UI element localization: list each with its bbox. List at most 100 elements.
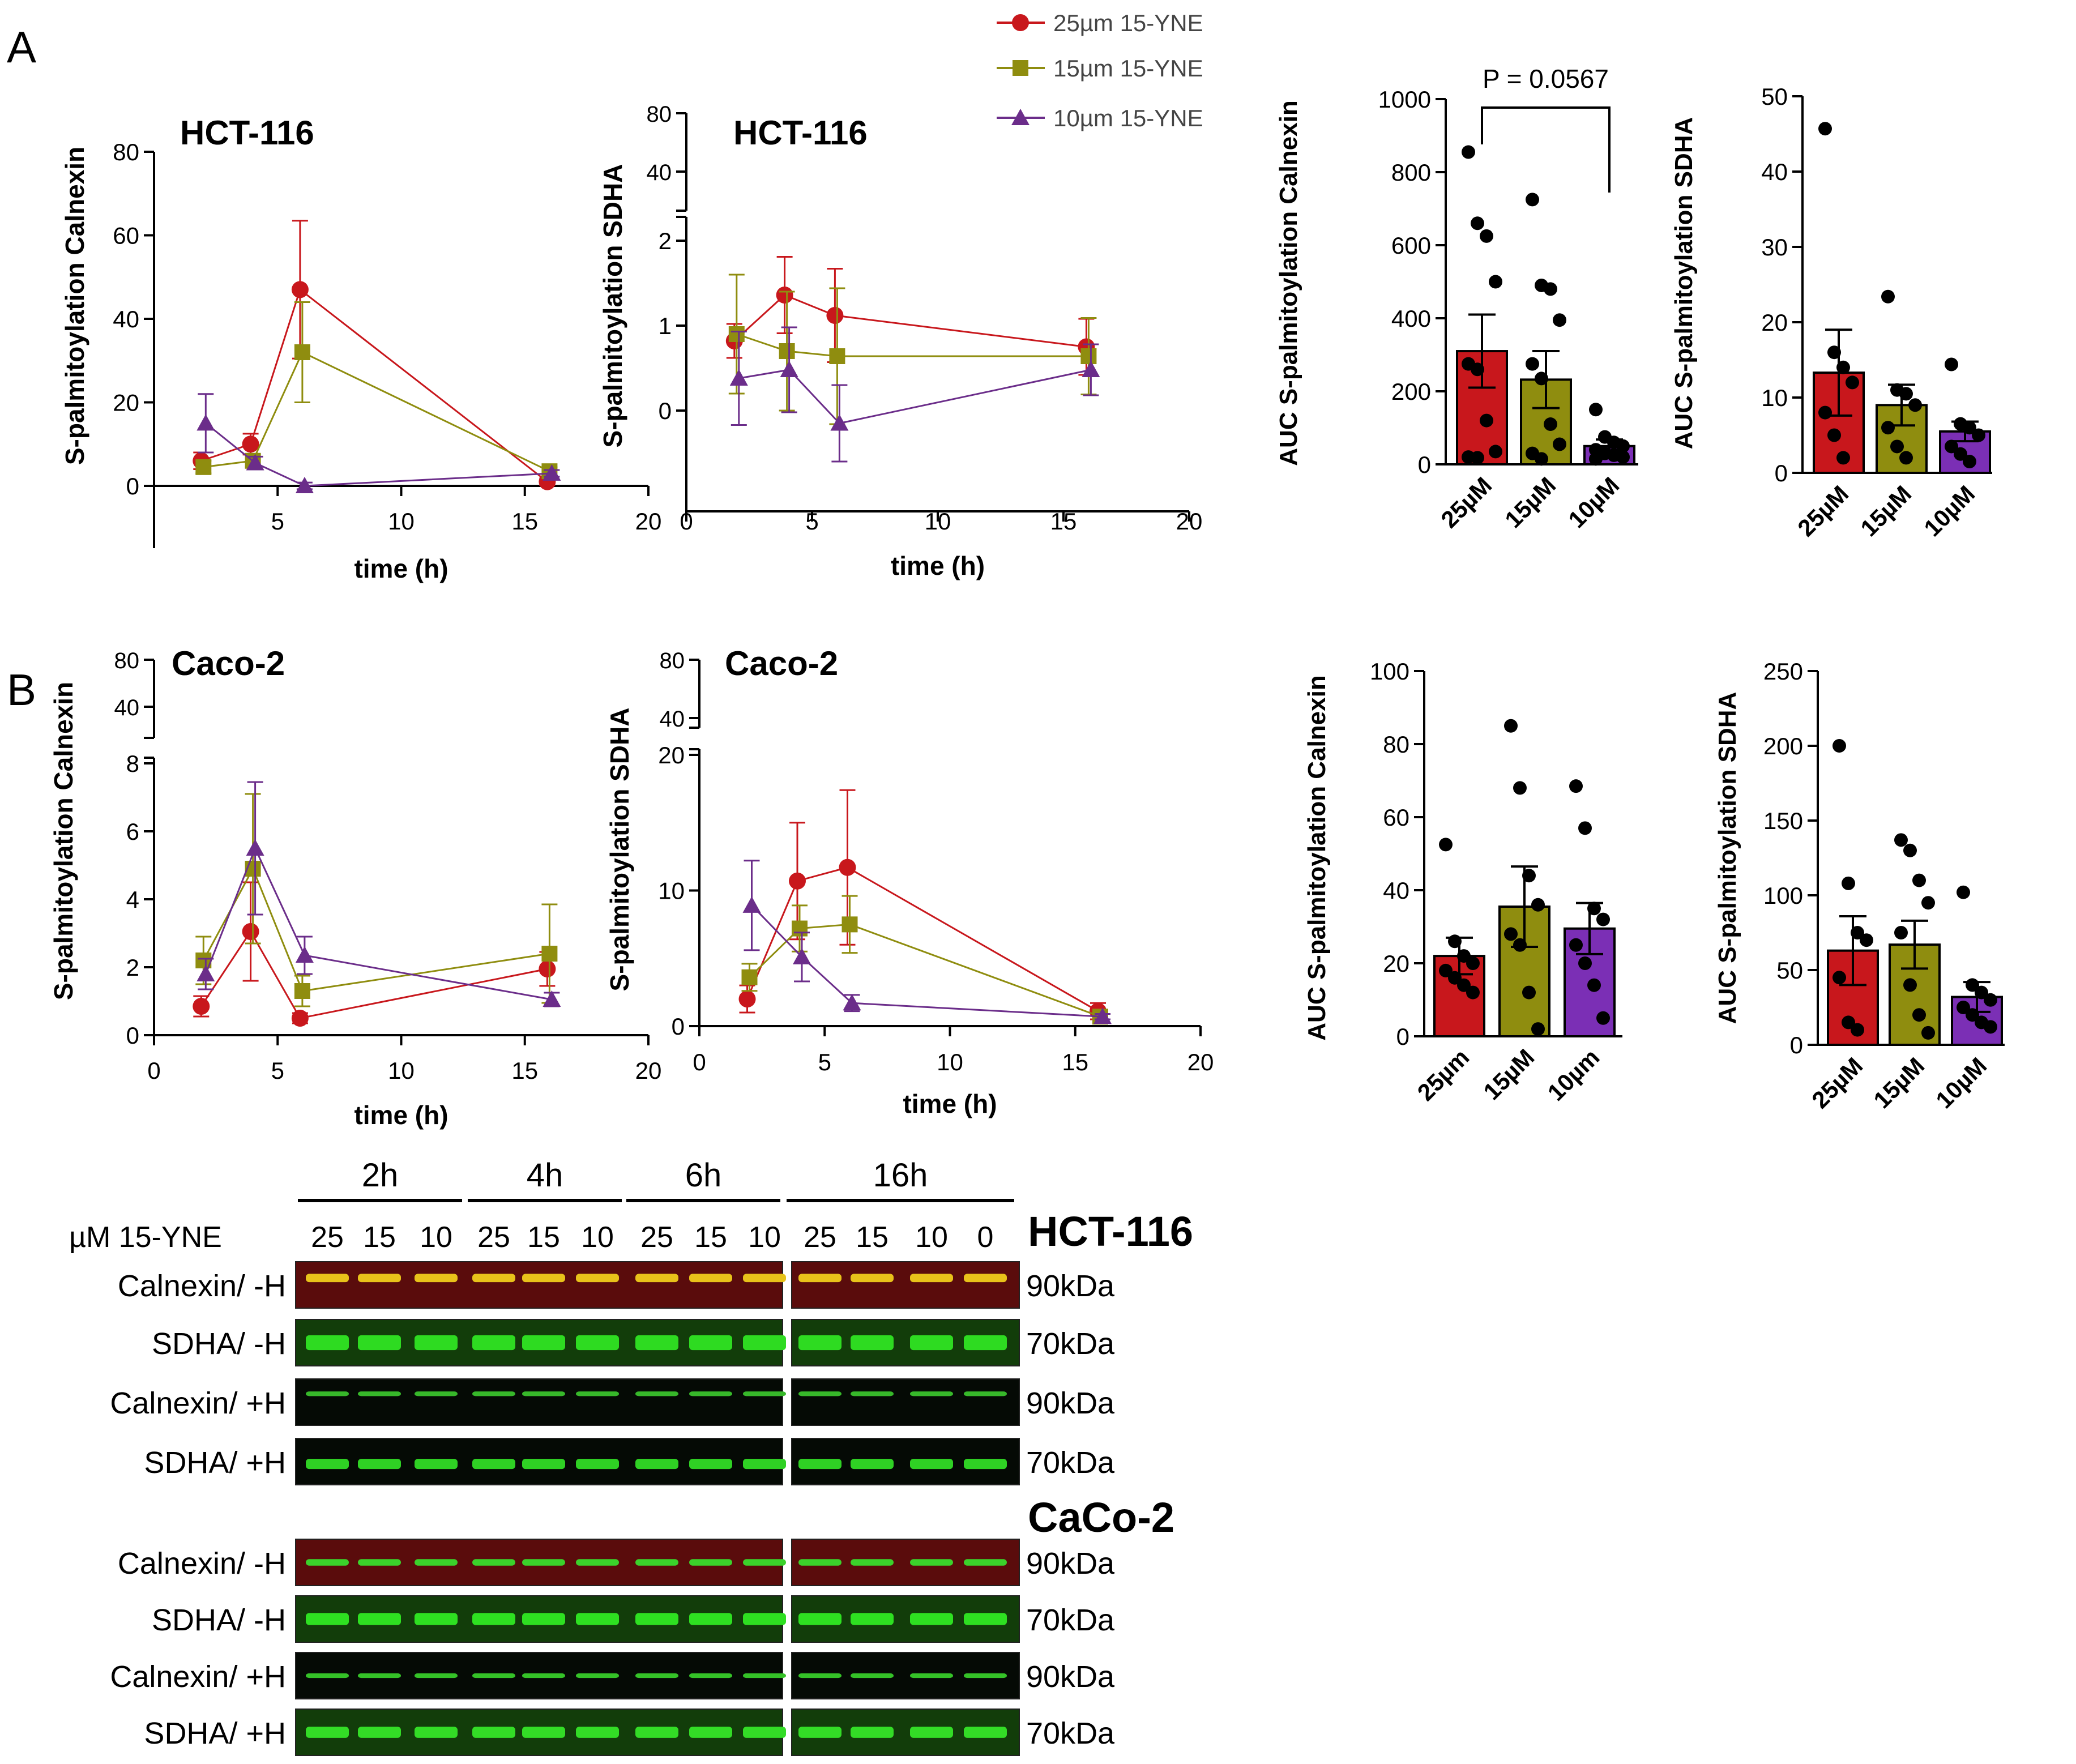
blot-band <box>358 1391 401 1396</box>
lane-label: 10 <box>581 1221 614 1254</box>
chart-b-bar-sdha: 0 50 100 150 200 250 AUC S-palmitoylation SDHA… <box>1714 658 2005 1113</box>
blot-kda-label: 70kDa <box>1026 1603 1115 1637</box>
scatter-point <box>1984 1020 1997 1034</box>
data-point <box>729 369 748 386</box>
lane-label: 15 <box>363 1221 396 1254</box>
blot-band <box>689 1274 732 1283</box>
blot-band <box>635 1274 678 1283</box>
chart-a-line-calnexin: 5 10 15 20 0 20 40 60 80 HCT-116 time (h) S-palmito… <box>60 114 661 583</box>
chart-b-line-sdha: 40 80 0 5 10 15 20 0 10 20 Caco-2 time (h) S-palmito… <box>605 644 1214 1118</box>
y-axis-label: AUC S-palmitoylation SDHA <box>1670 117 1698 450</box>
y-tick-label: 0 <box>659 398 672 424</box>
blot-strip <box>295 1261 783 1309</box>
blot-band <box>358 1335 401 1351</box>
x-tick-label: 25µM <box>1806 1052 1868 1113</box>
scatter-point <box>1466 956 1480 970</box>
scatter-point <box>1836 451 1850 465</box>
scatter-point <box>1466 985 1480 1000</box>
blot-kda-label: 90kDa <box>1026 1547 1115 1581</box>
scatter-point <box>1457 978 1471 992</box>
x-axis-label: time (h) <box>354 554 448 583</box>
blot-band <box>910 1391 953 1396</box>
y-tick-label: 200 <box>1763 733 1803 759</box>
blot-row-label: SDHA/ +H <box>144 1716 286 1750</box>
scatter-point <box>1448 971 1462 985</box>
scatter-point <box>1616 439 1630 453</box>
y-tick-label: 30 <box>1761 234 1788 260</box>
chart-b-line-calnexin: 40 80 0 5 10 15 20 0 2 4 6 8 Caco-2 time (h) S-palmito… <box>49 644 661 1130</box>
scatter-point <box>1531 898 1545 912</box>
scatter-point <box>1587 902 1601 916</box>
y-tick-label: 40 <box>1761 159 1788 185</box>
blot-band <box>576 1727 619 1738</box>
blot-band <box>472 1459 515 1470</box>
scatter-point <box>1471 216 1484 230</box>
scatter-point <box>1945 439 1958 454</box>
data-point <box>1082 361 1100 377</box>
legend-label: 15µm 15-YNE <box>1053 55 1203 82</box>
y-tick-label: 100 <box>1763 882 1803 909</box>
scatter-point <box>1818 405 1832 420</box>
blot-band <box>964 1673 1007 1678</box>
data-point <box>830 414 849 431</box>
blot-band <box>306 1335 349 1351</box>
chart-b-bar-calnexin: 0 20 40 60 80 100 AUC S-palmitoylation Calnexi… <box>1303 658 1622 1106</box>
significance-bracket <box>1481 106 1611 193</box>
scatter-point <box>1899 451 1913 465</box>
cell-line-label-hct116: HCT-116 <box>1028 1208 1193 1255</box>
y-tick-label: 50 <box>1761 83 1788 110</box>
scatter-point <box>1881 289 1895 304</box>
western-blot: 2h 4h 6h 16h µM 15-YNE 25 15 10 25 15 10 25 15 10 25 15… <box>69 1157 1193 1756</box>
blot-band <box>472 1613 515 1625</box>
blot-kda-label: 70kDa <box>1026 1716 1115 1750</box>
lane-label: 25 <box>477 1221 510 1254</box>
blot-band <box>689 1459 732 1470</box>
scatter-point <box>1903 978 1917 992</box>
blot-band <box>851 1391 894 1396</box>
x-tick-label: 5 <box>271 508 284 535</box>
scatter-point <box>1972 428 1985 442</box>
data-point <box>197 414 215 431</box>
scatter-point <box>1818 122 1832 136</box>
scatter-point <box>1616 450 1630 464</box>
series-line <box>751 904 1103 1018</box>
blot-strip <box>791 1378 1020 1426</box>
blot-strip <box>791 1261 1020 1309</box>
series-line <box>738 369 1091 425</box>
data-point <box>543 990 561 1007</box>
scatter-point <box>1842 1015 1855 1030</box>
data-point <box>779 343 795 359</box>
scatter-point <box>1912 873 1926 887</box>
x-tick-label: 25µm <box>1412 1044 1475 1106</box>
data-point <box>776 287 793 304</box>
blot-band <box>522 1673 565 1678</box>
blot-band <box>306 1673 349 1678</box>
data-point <box>242 435 259 453</box>
scatter-point <box>1522 985 1536 1000</box>
data-point <box>738 990 756 1008</box>
y-tick-label: 600 <box>1391 232 1431 259</box>
blot-band <box>472 1559 515 1566</box>
blot-band <box>358 1459 401 1470</box>
chart-title: Caco-2 <box>725 644 838 682</box>
data-point <box>829 348 845 364</box>
blot-kda-label: 90kDa <box>1026 1386 1115 1420</box>
blot-band <box>522 1459 565 1470</box>
y-tick-label: 80 <box>114 648 140 673</box>
blot-band <box>415 1459 458 1470</box>
blot-band <box>415 1559 458 1566</box>
data-point <box>826 307 844 324</box>
scatter-point <box>1480 413 1493 428</box>
blot-band <box>689 1391 732 1396</box>
scatter-point <box>1903 843 1917 857</box>
blot-band <box>743 1459 786 1470</box>
y-tick-label: 0 <box>1396 1023 1409 1050</box>
scatter-point <box>1945 357 1958 371</box>
scatter-point <box>1544 282 1557 296</box>
legend: 25µm 15-YNE 15µm 15-YNE 10µm 15-YNE <box>997 10 1203 131</box>
x-tick-label: 25µM <box>1436 472 1497 533</box>
blot-kda-label: 70kDa <box>1026 1446 1115 1480</box>
cell-line-label-caco2: CaCo-2 <box>1028 1494 1174 1541</box>
x-tick-label: 0 <box>693 1049 706 1075</box>
y-tick-label: 50 <box>1776 957 1803 984</box>
